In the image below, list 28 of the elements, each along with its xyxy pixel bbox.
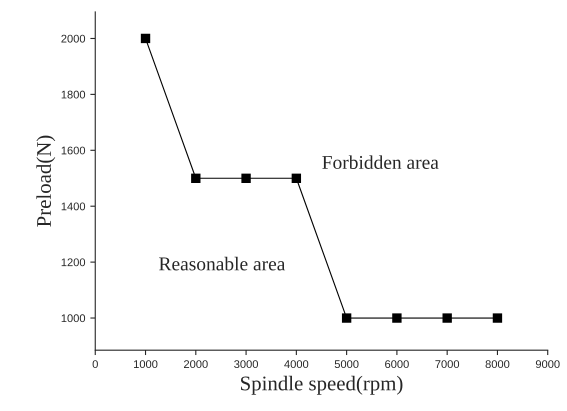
x-tick-label: 8000 bbox=[486, 360, 510, 368]
point bbox=[140, 34, 150, 44]
x-tick-label: 5000 bbox=[334, 360, 359, 368]
x-tick-label: 0 bbox=[92, 360, 98, 368]
x-axis-title: Spindle speed(rpm) bbox=[241, 376, 402, 395]
point bbox=[241, 174, 251, 183]
point bbox=[292, 174, 302, 183]
y-tick-label: 1400 bbox=[62, 202, 86, 210]
y-tick-label: 1800 bbox=[62, 90, 86, 99]
x-tick-label: 1000 bbox=[134, 360, 158, 368]
annotation: Forbidden area bbox=[322, 155, 439, 169]
point bbox=[191, 174, 200, 183]
x-tick-label: 6000 bbox=[385, 360, 409, 368]
x-tick-label: 7000 bbox=[435, 360, 460, 368]
y-tick-label: 1000 bbox=[62, 314, 86, 322]
x-tick-label: 4000 bbox=[284, 360, 308, 368]
point bbox=[342, 313, 352, 323]
y-tick-label: 2000 bbox=[61, 34, 86, 43]
y-tick-label: 1200 bbox=[62, 258, 86, 266]
x-tick-label: 3000 bbox=[234, 360, 258, 368]
x-tick-label: 2000 bbox=[184, 360, 208, 368]
point bbox=[392, 313, 402, 323]
point bbox=[442, 313, 452, 323]
y-tick-label: 1600 bbox=[62, 146, 86, 154]
point bbox=[492, 313, 502, 323]
y-axis-title: Preload(N) bbox=[36, 136, 56, 227]
x-tick-label: 9000 bbox=[536, 360, 560, 368]
annotation: Reasonable area bbox=[159, 256, 286, 270]
